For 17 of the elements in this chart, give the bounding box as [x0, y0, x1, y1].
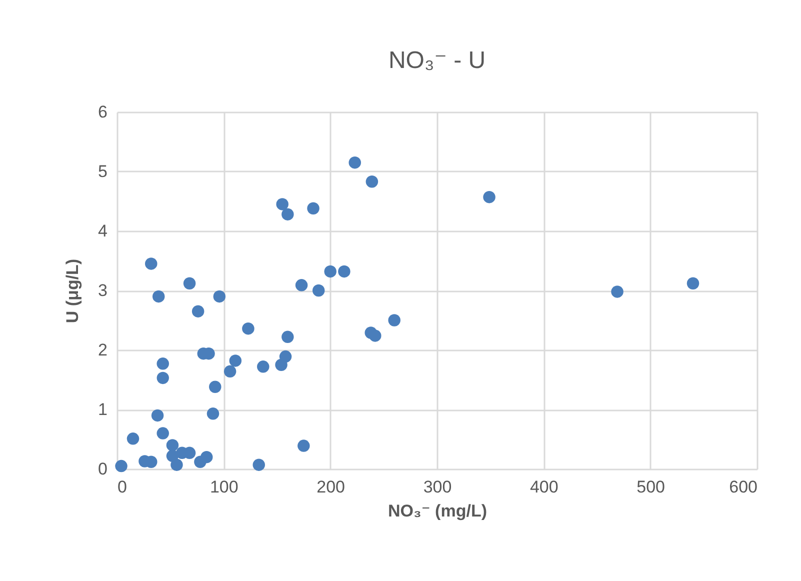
y-tick-label: 5: [98, 162, 108, 181]
y-tick-label: 6: [98, 102, 108, 122]
chart-title: NO₃⁻ - U: [388, 47, 486, 74]
y-tick-label: 4: [98, 222, 108, 240]
y-tick-label: 0: [98, 460, 108, 478]
x-axis-title: NO₃⁻ (mg/L): [388, 502, 487, 520]
y-tick-label: 3: [98, 281, 108, 300]
x-tick-label: 500: [636, 478, 666, 496]
x-tick-label: 100: [210, 478, 238, 496]
x-tick-label: 400: [530, 478, 558, 496]
x-tick-label: 0: [118, 478, 127, 496]
x-tick-label: 600: [729, 478, 758, 496]
x-tick-label: 300: [423, 478, 452, 496]
y-tick-label: 1: [98, 400, 108, 419]
y-tick-label: 2: [98, 340, 108, 360]
x-tick-label: 200: [316, 478, 346, 496]
y-axis-title: U (μg/L): [63, 258, 82, 324]
